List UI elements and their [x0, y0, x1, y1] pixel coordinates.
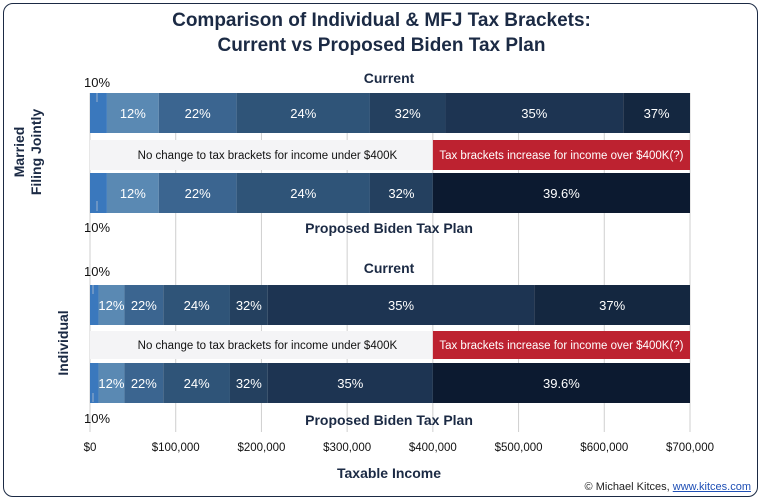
bracket-bar-22pct: [124, 285, 164, 325]
increase-band: [432, 331, 690, 359]
bracket-label-12pct: 12%: [98, 376, 124, 391]
bracket-label-22pct: 22%: [185, 186, 211, 201]
bracket-bar-35pct: [267, 363, 433, 403]
bracket-bar-12pct: [98, 285, 125, 325]
chart-title-line1: Comparison of Individual & MFJ Tax Brack…: [172, 10, 591, 31]
bracket-label-24pct: 24%: [290, 186, 316, 201]
bracket-bar-32pct: [369, 93, 446, 133]
increase-label: Tax brackets increase for income over $4…: [439, 150, 683, 162]
bracket-bar-24pct: [236, 93, 370, 133]
x-axis-label: Taxable Income: [337, 465, 441, 481]
x-tick-label: $400,000: [409, 442, 457, 454]
row-label-current: Current: [364, 70, 415, 86]
x-tick-label: $700,000: [666, 442, 714, 454]
bracket-label-39_6pct: 39.6%: [543, 376, 580, 391]
bracket-bar-32pct: [229, 363, 268, 403]
bracket-bar-39_6pct: [432, 173, 690, 213]
bracket-label-32pct: 32%: [388, 186, 414, 201]
bracket-label-22pct: 22%: [131, 298, 157, 313]
bracket-label-37pct: 37%: [644, 106, 670, 121]
bracket-label-32pct: 32%: [236, 376, 262, 391]
bracket-label-37pct: 37%: [599, 298, 625, 313]
row-label-proposed: Proposed Biden Tax Plan: [305, 412, 473, 428]
bracket-label-10pct: 10%: [84, 75, 110, 90]
credit-text: © Michael Kitces,: [584, 481, 673, 493]
row-label-current: Current: [364, 260, 415, 276]
bracket-label-12pct: 12%: [120, 106, 146, 121]
bracket-bar-12pct: [106, 173, 159, 213]
bracket-label-35pct: 35%: [521, 106, 547, 121]
bracket-bar-10pct: [90, 93, 107, 133]
row-label-proposed: Proposed Biden Tax Plan: [305, 220, 473, 236]
group-label: Individual: [55, 310, 71, 375]
bracket-bar-37pct: [623, 93, 690, 133]
bracket-label-10pct: 10%: [84, 220, 110, 235]
group-label: Married: [11, 127, 27, 178]
x-tick-label: $200,000: [237, 442, 285, 454]
bracket-label-24pct: 24%: [184, 298, 210, 313]
bracket-label-24pct: 24%: [184, 376, 210, 391]
bracket-label-39_6pct: 39.6%: [543, 186, 580, 201]
group-label: Filing Jointly: [28, 109, 44, 196]
bracket-bar-37pct: [534, 285, 690, 325]
bracket-label-35pct: 35%: [337, 376, 363, 391]
chart-frame: [3, 3, 758, 497]
x-tick-label: $100,000: [152, 442, 200, 454]
bracket-bar-24pct: [163, 363, 230, 403]
bracket-label-12pct: 12%: [98, 298, 124, 313]
increase-label: Tax brackets increase for income over $4…: [439, 340, 683, 352]
increase-band: [432, 140, 690, 170]
no-change-band: [90, 331, 433, 359]
x-tick-label: $600,000: [580, 442, 628, 454]
bracket-bar-22pct: [158, 173, 237, 213]
bracket-bar-10pct: [90, 363, 99, 403]
chart-title-line2: Current vs Proposed Biden Tax Plan: [217, 35, 546, 56]
x-tick-label: $300,000: [323, 442, 371, 454]
bracket-label-22pct: 22%: [185, 106, 211, 121]
bracket-label-32pct: 32%: [236, 298, 262, 313]
bracket-bar-12pct: [106, 93, 159, 133]
no-change-label: No change to tax brackets for income und…: [138, 150, 398, 162]
bracket-label-22pct: 22%: [131, 376, 157, 391]
x-tick-label: $500,000: [495, 442, 543, 454]
bracket-label-35pct: 35%: [388, 298, 414, 313]
credit-link[interactable]: www.kitces.com: [672, 481, 751, 493]
x-tick-label: $0: [84, 442, 97, 454]
bracket-bar-35pct: [267, 285, 535, 325]
bracket-label-32pct: 32%: [395, 106, 421, 121]
bracket-label-24pct: 24%: [290, 106, 316, 121]
bracket-bar-10pct: [90, 285, 99, 325]
bracket-bar-22pct: [158, 93, 237, 133]
bracket-bar-35pct: [445, 93, 624, 133]
no-change-band: [90, 140, 433, 170]
bracket-bar-12pct: [98, 363, 125, 403]
bracket-bar-32pct: [229, 285, 268, 325]
bracket-bar-24pct: [236, 173, 370, 213]
credit: © Michael Kitces, www.kitces.com: [585, 481, 751, 493]
bracket-label-10pct: 10%: [84, 264, 110, 279]
bracket-bar-39_6pct: [432, 363, 690, 403]
bracket-label-10pct: 10%: [84, 411, 110, 426]
bracket-bar-22pct: [124, 363, 164, 403]
bracket-label-12pct: 12%: [120, 186, 146, 201]
bracket-bar-32pct: [369, 173, 433, 213]
no-change-label: No change to tax brackets for income und…: [138, 340, 398, 352]
bracket-bar-24pct: [163, 285, 230, 325]
bracket-bar-10pct: [90, 173, 107, 213]
